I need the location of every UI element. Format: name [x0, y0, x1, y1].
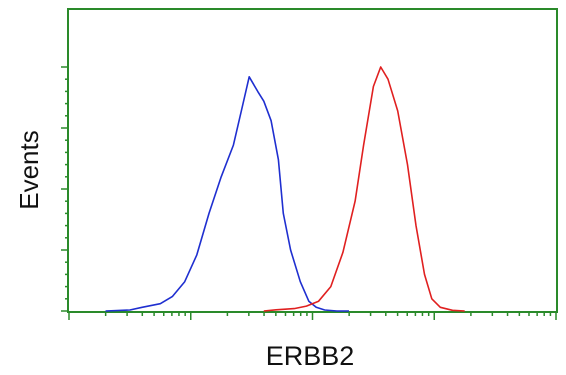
x-axis-label: ERBB2 — [266, 341, 355, 371]
y-axis-label: Events — [14, 130, 44, 210]
histogram-series-2 — [263, 66, 465, 312]
series-group — [105, 66, 465, 312]
plot-frame — [67, 8, 558, 313]
histogram-series-1 — [105, 76, 349, 312]
axis-ticks — [61, 66, 557, 320]
